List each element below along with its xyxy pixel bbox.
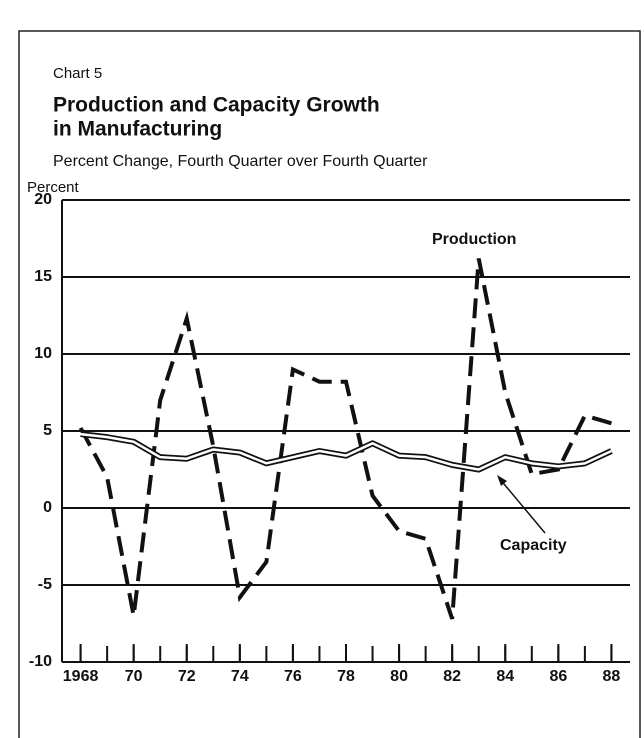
y-axis-label: Percent xyxy=(27,179,80,196)
production-line xyxy=(78,258,612,620)
x-tick-label: 74 xyxy=(231,668,249,685)
y-tick-label: 15 xyxy=(34,268,52,285)
x-tick-label: 70 xyxy=(125,668,143,685)
x-tick-label: 86 xyxy=(549,668,567,685)
x-tick-label: 72 xyxy=(178,668,196,685)
series-label: Capacity xyxy=(500,537,567,554)
x-tick-label: 76 xyxy=(284,668,302,685)
y-tick-label: 5 xyxy=(43,422,52,439)
y-tick-label: -5 xyxy=(38,576,52,593)
capacity-line xyxy=(80,432,612,471)
x-tick-label: 80 xyxy=(390,668,408,685)
series-label: Production xyxy=(432,231,516,248)
annotation-arrow xyxy=(498,477,546,534)
x-tick-label: 84 xyxy=(496,668,514,685)
chart-title: Production and Capacity Growth xyxy=(53,94,380,117)
x-tick-label: 1968 xyxy=(63,668,99,685)
chart-subtitle: Percent Change, Fourth Quarter over Four… xyxy=(53,153,428,170)
y-tick-label: -10 xyxy=(29,653,52,670)
x-tick-label: 78 xyxy=(337,668,355,685)
x-tick-label: 88 xyxy=(603,668,621,685)
annotation-arrowhead xyxy=(497,475,507,486)
y-tick-label: 20 xyxy=(34,191,52,208)
frame xyxy=(18,30,641,738)
x-tick-label: 82 xyxy=(443,668,461,685)
chart-label: Chart 5 xyxy=(53,65,102,82)
chart-title: in Manufacturing xyxy=(53,118,222,141)
y-tick-label: 10 xyxy=(34,345,52,362)
y-tick-label: 0 xyxy=(43,499,52,516)
